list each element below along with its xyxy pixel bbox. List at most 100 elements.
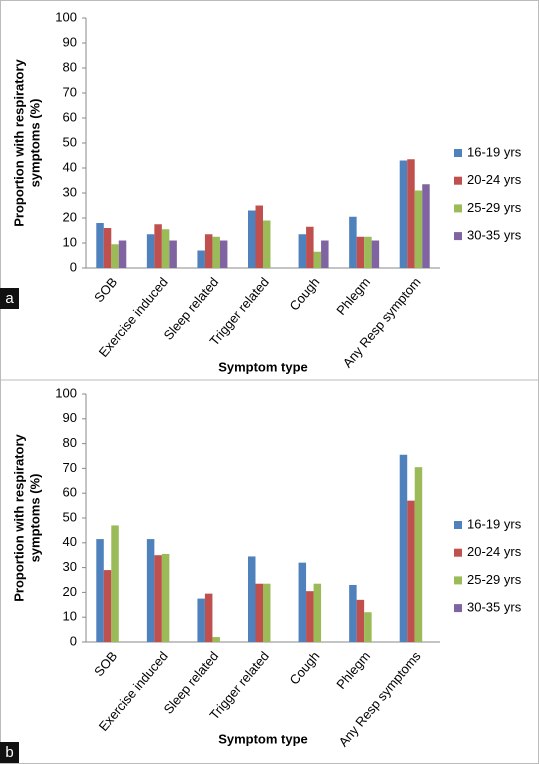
bar (161, 553, 170, 642)
bar (255, 205, 263, 268)
bar (197, 250, 205, 268)
bar (96, 539, 104, 642)
y-axis-title: symptoms (%) (27, 99, 42, 188)
bar (414, 190, 423, 268)
bar (146, 234, 155, 268)
bar (204, 593, 213, 642)
legend-swatch (454, 521, 462, 529)
x-tick-label: Cough (286, 648, 322, 687)
bar (255, 583, 263, 642)
legend-swatch (454, 604, 462, 613)
y-tick-label: 60 (63, 485, 77, 500)
bar (111, 525, 119, 642)
legend-swatch (454, 548, 462, 557)
x-tick-label: SOB (91, 274, 120, 305)
bar (356, 236, 365, 268)
y-tick-label: 40 (63, 159, 77, 174)
bar (306, 226, 314, 268)
y-tick-label: 50 (63, 509, 77, 524)
y-tick-label: 30 (63, 184, 77, 199)
bar (219, 240, 228, 268)
bar (399, 454, 408, 642)
bar (371, 240, 380, 268)
bar (212, 637, 220, 642)
y-tick-label: 60 (63, 109, 77, 124)
y-tick-label: 80 (63, 59, 77, 74)
bar (414, 467, 423, 642)
bar (298, 562, 307, 642)
bar (103, 228, 112, 268)
bar (161, 229, 170, 268)
y-tick-label: 100 (55, 385, 77, 400)
bar (103, 570, 112, 642)
legend-swatch (454, 576, 462, 585)
bar (248, 556, 256, 642)
bar (422, 184, 430, 268)
bar (146, 539, 155, 642)
y-tick-label: 10 (63, 609, 77, 624)
x-tick-label: Cough (286, 274, 322, 313)
x-tick-label: Phlegm (333, 274, 373, 317)
bar (204, 234, 213, 268)
legend-label: 16-19 yrs (467, 144, 522, 159)
bar (111, 244, 119, 268)
y-tick-label: 90 (63, 410, 77, 425)
y-tick-label: 80 (63, 435, 77, 450)
panel-label: a (5, 290, 14, 307)
bar (263, 583, 271, 642)
bar (364, 236, 372, 268)
bar (248, 210, 256, 268)
legend-label: 20-24 yrs (467, 172, 522, 187)
x-axis-title: Symptom type (218, 731, 308, 746)
bar (364, 612, 372, 642)
bar (197, 598, 205, 642)
y-tick-label: 70 (63, 460, 77, 475)
legend-label: 30-35 yrs (467, 600, 522, 615)
y-tick-label: 90 (63, 34, 77, 49)
y-axis-title: symptoms (%) (27, 474, 42, 563)
panel-label: b (5, 744, 13, 761)
legend-label: 16-19 yrs (467, 516, 522, 531)
x-tick-label: SOB (91, 648, 120, 679)
y-tick-label: 40 (63, 534, 77, 549)
bar (154, 555, 162, 642)
bar (399, 160, 408, 268)
legend-label: 30-35 yrs (467, 228, 522, 243)
bar (169, 240, 177, 268)
bar (298, 234, 307, 268)
y-axis-title: Proportion with respiratory (11, 58, 26, 226)
y-tick-label: 30 (63, 559, 77, 574)
panel-label-box (0, 288, 19, 309)
y-tick-label: 50 (63, 134, 77, 149)
y-tick-label: 0 (70, 259, 77, 274)
bar (212, 236, 220, 268)
legend-swatch (454, 204, 462, 213)
y-tick-label: 10 (63, 234, 77, 249)
legend-label: 25-29 yrs (467, 572, 522, 587)
y-tick-label: 20 (63, 584, 77, 599)
x-tick-label: Phlegm (333, 648, 373, 691)
bar (154, 224, 162, 268)
y-tick-label: 100 (55, 9, 77, 24)
y-tick-label: 70 (63, 84, 77, 99)
legend-swatch (454, 232, 462, 241)
bar (263, 220, 271, 268)
bar (306, 591, 314, 642)
bar (313, 251, 322, 268)
bar (349, 584, 357, 642)
bar (118, 240, 127, 268)
bar (321, 240, 329, 268)
bar (356, 599, 365, 642)
legend-swatch (454, 176, 462, 185)
bar (407, 159, 415, 268)
panel-label-box (0, 742, 19, 763)
legend-label: 25-29 yrs (467, 200, 522, 215)
bar (96, 223, 104, 268)
y-tick-label: 20 (63, 209, 77, 224)
x-axis-title: Symptom type (218, 359, 308, 374)
y-axis-title: Proportion with respiratory (11, 433, 26, 601)
y-tick-label: 0 (70, 633, 77, 648)
legend-label: 20-24 yrs (467, 544, 522, 559)
